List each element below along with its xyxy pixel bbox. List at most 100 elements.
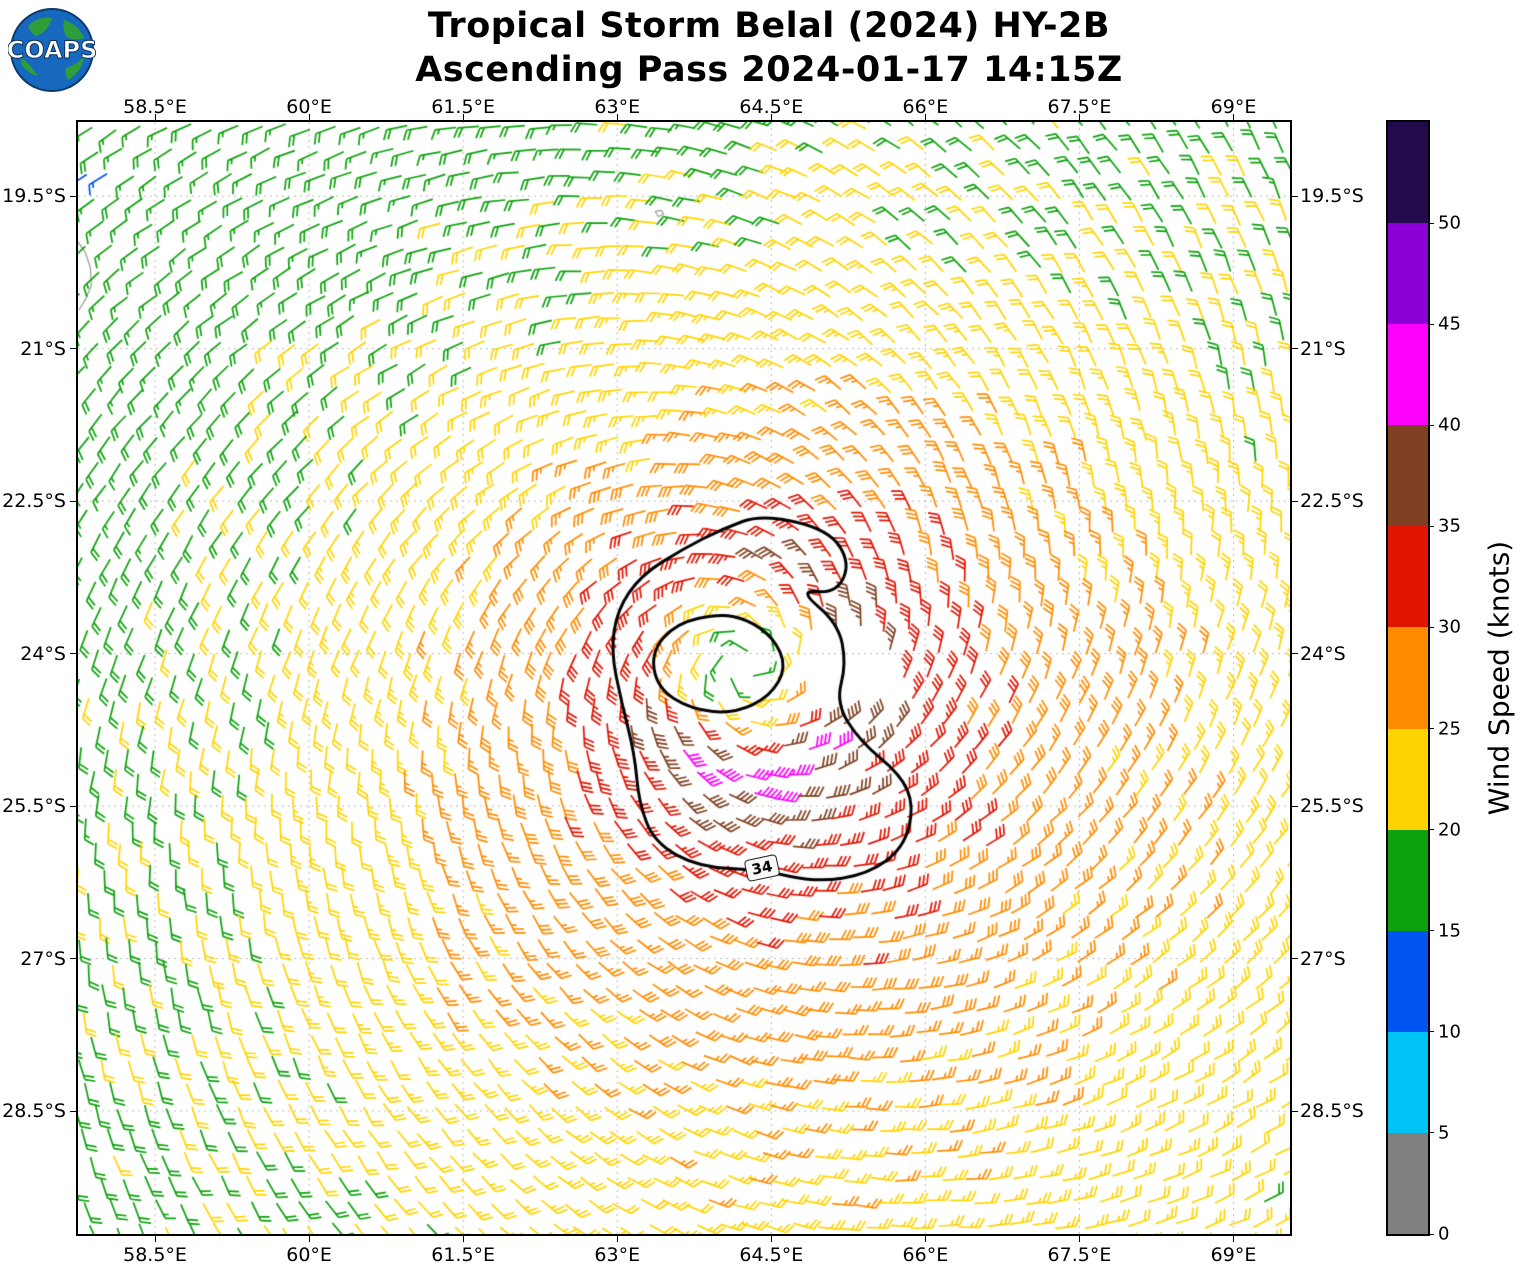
tick-mark [462, 1236, 464, 1242]
tick-mark [154, 114, 156, 120]
tick-mark [616, 114, 618, 120]
tick-mark [1292, 958, 1298, 960]
tick-mark [154, 1236, 156, 1242]
colorbar-segment-45-50 [1388, 223, 1428, 325]
tick-mark [1428, 424, 1434, 426]
x-tick-label-top: 61.5°E [431, 96, 496, 118]
x-tick-label-top: 66°E [902, 96, 949, 118]
y-tick-label-right: 25.5°S [1300, 795, 1364, 818]
y-tick-label-left: 24°S [20, 642, 66, 665]
colorbar-tick-label: 35 [1438, 515, 1461, 537]
x-tick-label-top: 64.5°E [739, 96, 804, 118]
tick-mark [1428, 728, 1434, 730]
x-tick-label-bottom: 58.5°E [123, 1244, 187, 1266]
tick-mark [1428, 222, 1434, 224]
tick-mark [1428, 626, 1434, 628]
coaps-logo: COAPS [6, 6, 98, 94]
y-tick-label-left: 28.5°S [2, 1100, 66, 1122]
tick-mark [924, 114, 926, 120]
tick-mark [1233, 114, 1234, 120]
x-tick-label-top: 58.5°E [123, 96, 187, 118]
tick-mark [462, 114, 464, 120]
y-tick-label-left: 22.5°S [2, 490, 66, 513]
colorbar-tick-label: 50 [1438, 212, 1461, 234]
colorbar-tick-label: 20 [1438, 819, 1461, 841]
tick-mark [924, 1236, 926, 1242]
x-tick-label-top: 60°E [286, 96, 332, 118]
x-tick-label-top: 69°E [1210, 96, 1257, 118]
colorbar-axis-label: Wind Speed (knots) [1482, 540, 1516, 816]
tick-mark [70, 1110, 76, 1112]
tick-mark [70, 805, 76, 807]
colorbar-segment-15-20 [1388, 829, 1428, 931]
x-tick-label-bottom: 64.5°E [739, 1244, 804, 1266]
tick-mark [308, 114, 310, 120]
colorbar [1386, 120, 1430, 1236]
chart-title: Tropical Storm Belal (2024) HY-2B [427, 6, 1111, 46]
tick-mark [70, 348, 76, 350]
tick-mark [1428, 323, 1434, 325]
colorbar-tick-label: 10 [1438, 1021, 1461, 1043]
colorbar-tick-label: 5 [1438, 1122, 1450, 1144]
colorbar-tick-label: 0 [1438, 1223, 1450, 1245]
tick-mark [1428, 1132, 1434, 1134]
tick-mark [1428, 1233, 1434, 1235]
x-tick-label-bottom: 69°E [1210, 1244, 1257, 1266]
tick-mark [1233, 1236, 1234, 1242]
colorbar-segment-35-40 [1388, 425, 1428, 527]
y-tick-label-right: 21°S [1300, 337, 1346, 360]
tick-mark [1292, 500, 1298, 502]
colorbar-tick-label: 25 [1438, 718, 1461, 740]
colorbar-tick-label: 15 [1438, 920, 1461, 942]
colorbar-segment-0-5 [1388, 1132, 1428, 1234]
tick-mark [1078, 1236, 1080, 1242]
tick-mark [70, 958, 76, 960]
coaps-logo-globe: COAPS [6, 8, 98, 92]
y-tick-label-left: 25.5°S [2, 795, 66, 818]
colorbar-segment-5-10 [1388, 1031, 1428, 1133]
y-tick-label-left: 19.5°S [2, 185, 66, 208]
y-tick-label-right: 27°S [1300, 947, 1346, 970]
tick-mark [1292, 195, 1298, 197]
tick-mark [1428, 525, 1434, 527]
tick-mark [70, 653, 76, 655]
x-tick-label-bottom: 67.5°E [1047, 1244, 1112, 1266]
colorbar-segment-10-15 [1388, 930, 1428, 1032]
tick-mark [1292, 653, 1298, 655]
y-tick-label-left: 27°S [20, 947, 66, 970]
tick-mark [308, 1236, 310, 1242]
y-tick-label-right: 19.5°S [1300, 185, 1364, 208]
x-tick-label-bottom: 61.5°E [431, 1244, 496, 1266]
x-tick-label-top: 67.5°E [1047, 96, 1112, 118]
x-tick-label-bottom: 66°E [902, 1244, 949, 1266]
tick-mark [616, 1236, 618, 1242]
coaps-logo-text: COAPS [8, 36, 96, 64]
y-tick-label-right: 28.5°S [1300, 1100, 1364, 1122]
wind-barb-map-canvas [76, 120, 1292, 1236]
y-tick-label-right: 22.5°S [1300, 490, 1364, 513]
y-tick-label-left: 21°S [20, 337, 66, 360]
colorbar-segment-30-35 [1388, 526, 1428, 628]
colorbar-tick-label: 45 [1438, 313, 1461, 335]
tick-mark [70, 195, 76, 197]
colorbar-tick-label: 40 [1438, 414, 1461, 436]
tick-mark [70, 500, 76, 502]
colorbar-segment-40-45 [1388, 324, 1428, 426]
tick-mark [770, 1236, 772, 1242]
colorbar-tick-label: 30 [1438, 616, 1461, 638]
chart-subtitle: Ascending Pass 2024-01-17 14:15Z [415, 50, 1123, 90]
colorbar-segment-20-25 [1388, 728, 1428, 830]
y-tick-label-right: 24°S [1300, 642, 1346, 665]
tick-mark [1428, 930, 1434, 932]
colorbar-segment-25-30 [1388, 627, 1428, 729]
x-tick-label-top: 63°E [594, 96, 641, 118]
tick-mark [1292, 348, 1298, 350]
tick-mark [1292, 805, 1298, 807]
tick-mark [1428, 1031, 1434, 1033]
x-tick-label-bottom: 60°E [286, 1244, 332, 1266]
x-tick-label-bottom: 63°E [594, 1244, 641, 1266]
tick-mark [1428, 829, 1434, 831]
tick-mark [1292, 1110, 1298, 1112]
colorbar-segment-50-55 [1388, 121, 1428, 224]
